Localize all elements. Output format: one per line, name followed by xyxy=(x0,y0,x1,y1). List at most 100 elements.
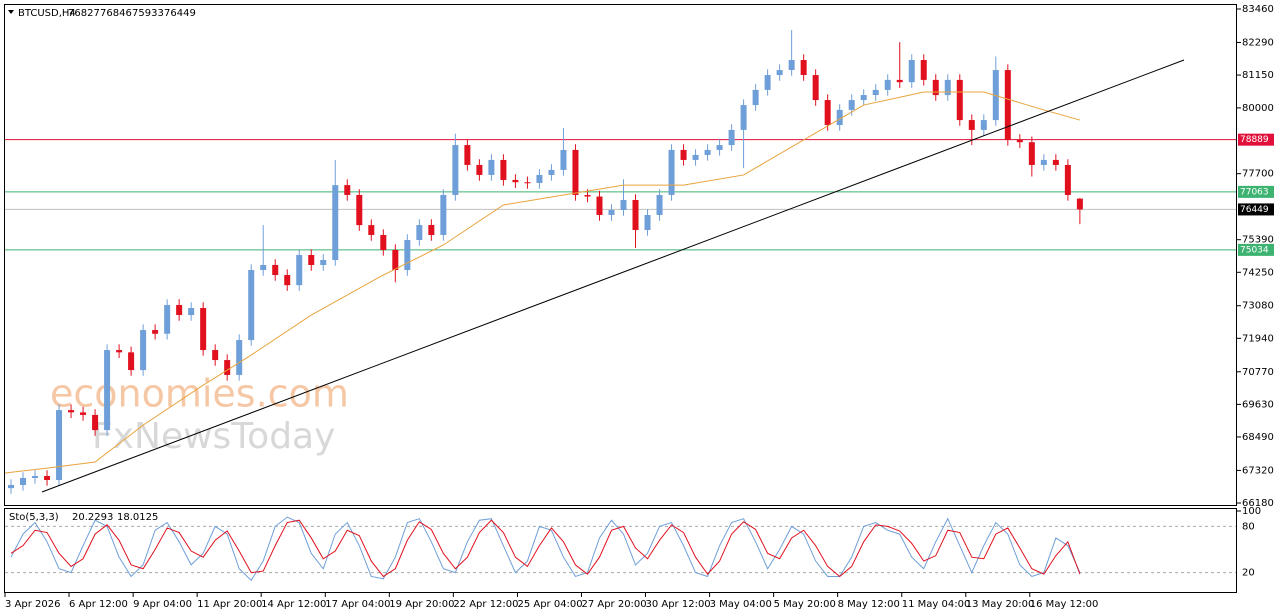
y-tick-label: 74250 xyxy=(1242,267,1274,278)
candle-body xyxy=(212,350,219,361)
x-tick-label: 19 Apr 20:00 xyxy=(389,599,454,610)
candle-body xyxy=(20,477,27,485)
level-box xyxy=(1238,133,1274,146)
candle-body xyxy=(1076,198,1083,210)
candle-body xyxy=(380,234,387,250)
candle-body xyxy=(860,95,867,101)
candle-body xyxy=(200,308,207,351)
candle-body xyxy=(476,164,483,175)
level-label: 75034 xyxy=(1240,245,1269,255)
candle-body xyxy=(1064,164,1071,195)
x-tick-label: 5 May 20:00 xyxy=(774,599,836,610)
level-box xyxy=(1238,185,1274,198)
candle-body xyxy=(32,475,39,478)
y-tick-label: 77700 xyxy=(1242,169,1274,180)
candle-body xyxy=(644,214,651,230)
candle-body xyxy=(104,350,111,431)
candle-body xyxy=(776,70,783,76)
candle-body xyxy=(740,105,747,130)
candle-body xyxy=(392,249,399,271)
price-label: 76449 xyxy=(1240,205,1269,215)
candle-body xyxy=(836,109,843,126)
collapse-icon[interactable] xyxy=(8,10,14,14)
ohlc-close: 76449 xyxy=(164,8,196,19)
sto-line xyxy=(10,519,1081,578)
sto-tick-label: 100 xyxy=(1242,506,1261,517)
candle-body xyxy=(572,149,579,195)
watermark: economies.com xyxy=(50,372,349,416)
sto-tick-label: 20 xyxy=(1242,568,1255,579)
candle-body xyxy=(404,239,411,271)
price-box xyxy=(1238,203,1274,216)
candle-body xyxy=(716,145,723,150)
ohlc-high: 76846 xyxy=(100,8,132,19)
y-tick-label: 83460 xyxy=(1242,4,1274,15)
x-tick-label: 6 Apr 12:00 xyxy=(69,599,128,610)
candle-body xyxy=(608,209,615,215)
candle-body xyxy=(512,179,519,183)
level-label: 77063 xyxy=(1240,187,1269,197)
main-panel xyxy=(4,4,1237,506)
x-tick-label: 16 May 12:00 xyxy=(1030,599,1099,610)
sto-k: 20.2293 xyxy=(72,512,113,523)
candle-body xyxy=(296,255,303,286)
candle-body xyxy=(968,120,975,130)
sto-line xyxy=(10,516,1081,582)
candle-body xyxy=(788,60,795,71)
candle-body xyxy=(656,194,663,215)
candle-body xyxy=(908,60,915,83)
x-tick-label: 8 May 12:00 xyxy=(838,599,900,610)
candle-body xyxy=(1028,142,1035,165)
candle-body xyxy=(536,174,543,183)
x-tick-label: 22 Apr 12:00 xyxy=(453,599,518,610)
candle-body xyxy=(356,194,363,226)
x-tick-label: 9 Apr 04:00 xyxy=(133,599,192,610)
candle-body xyxy=(596,196,603,215)
candle-body xyxy=(548,169,555,175)
candle-body xyxy=(1052,159,1059,165)
symbol: BTCUSD,H4 xyxy=(18,8,76,19)
watermark: FxNewsToday xyxy=(92,416,335,457)
candle-body xyxy=(248,270,255,341)
candle-body xyxy=(236,340,243,375)
trendline xyxy=(41,59,1185,493)
y-tick-label: 71940 xyxy=(1242,333,1274,344)
candle-body xyxy=(1040,159,1047,165)
candle-body xyxy=(116,350,123,353)
candle-body xyxy=(884,79,891,90)
candle-body xyxy=(980,120,987,130)
candle-body xyxy=(68,410,75,413)
x-tick-label: 25 Apr 04:00 xyxy=(517,599,582,610)
level-label: 78889 xyxy=(1240,135,1269,145)
candle-body xyxy=(224,360,231,375)
candle-body xyxy=(752,89,759,106)
candle-body xyxy=(680,149,687,160)
candle-body xyxy=(128,352,135,371)
candle-body xyxy=(728,129,735,146)
candle-body xyxy=(164,305,171,334)
candle-body xyxy=(284,275,291,286)
candle-body xyxy=(416,224,423,240)
x-tick-label: 14 Apr 12:00 xyxy=(261,599,326,610)
candle-body xyxy=(260,265,267,271)
y-tick-label: 73080 xyxy=(1242,301,1274,312)
candle-body xyxy=(272,265,279,276)
sto-d: 18.0125 xyxy=(117,512,158,523)
candle-body xyxy=(944,79,951,96)
x-tick-label: 11 Apr 20:00 xyxy=(197,599,262,610)
candle-body xyxy=(428,224,435,235)
candle-body xyxy=(80,412,87,415)
y-tick-label: 67320 xyxy=(1242,465,1274,476)
candle-body xyxy=(560,149,567,170)
candle-body xyxy=(44,475,51,480)
candle-body xyxy=(932,79,939,96)
y-tick-label: 82290 xyxy=(1242,37,1274,48)
candle-body xyxy=(524,182,531,184)
candle-body xyxy=(8,484,15,489)
x-tick-label: 3 May 04:00 xyxy=(710,599,772,610)
candle-body xyxy=(176,305,183,316)
candle-body xyxy=(632,199,639,230)
candle-body xyxy=(320,260,327,266)
candle-body xyxy=(956,79,963,121)
